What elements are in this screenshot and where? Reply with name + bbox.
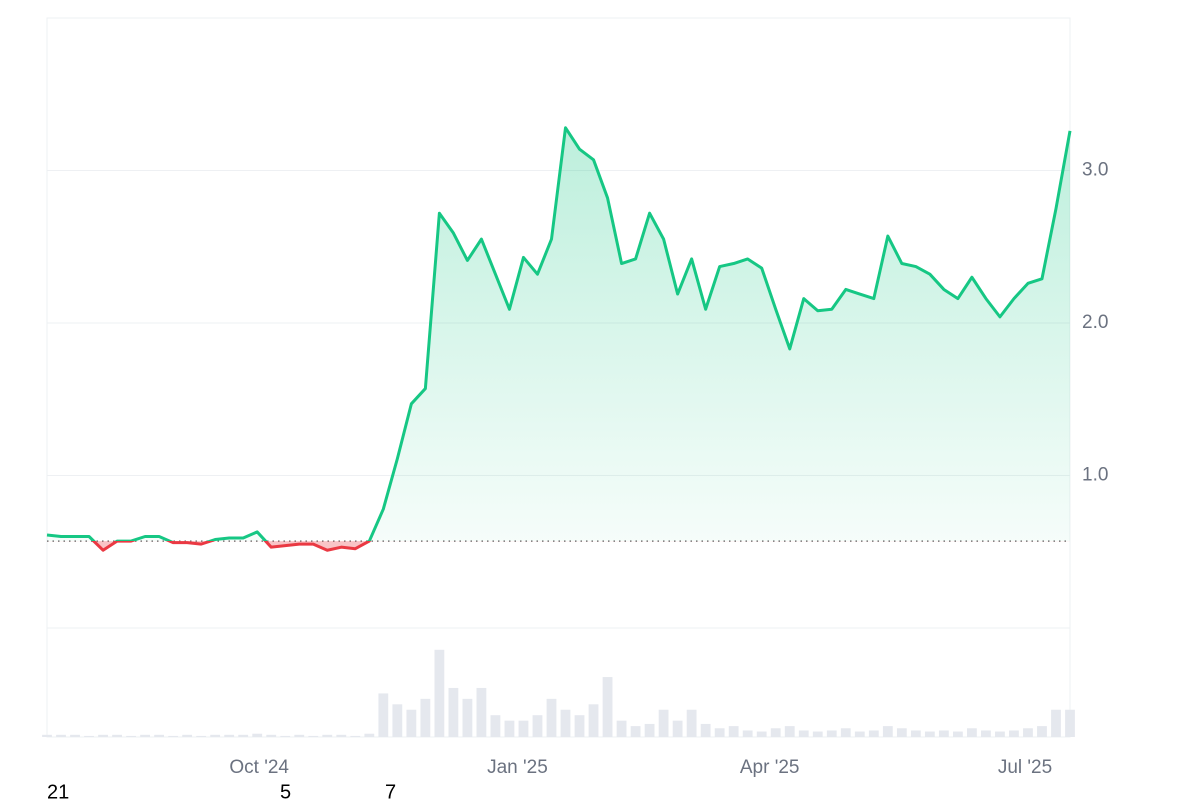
volume-bar <box>154 734 165 737</box>
volume-bar <box>1065 709 1075 737</box>
volume-bar <box>854 731 865 737</box>
footer-label: 5 <box>280 781 291 800</box>
x-tick-label: Jul '25 <box>998 757 1052 778</box>
volume-bar <box>378 693 389 737</box>
volume-bar <box>42 734 52 737</box>
volume-bar <box>756 731 767 737</box>
volume-bar <box>910 730 921 737</box>
volume-bar <box>644 723 655 737</box>
volume-bar <box>784 726 795 737</box>
volume-bar <box>1023 728 1033 737</box>
volume-bar <box>686 709 697 737</box>
volume-bar <box>168 735 179 737</box>
volume-bar <box>995 731 1005 737</box>
volume-bar <box>1009 730 1019 737</box>
volume-bar <box>448 687 459 737</box>
volume-bar <box>602 677 613 737</box>
volume-bar <box>798 730 809 737</box>
volume-bar <box>938 730 949 737</box>
volume-bar <box>490 715 501 737</box>
volume-bar <box>112 734 122 737</box>
volume-bar <box>56 734 66 737</box>
volume-bar <box>224 734 235 737</box>
volume-bar <box>882 726 893 737</box>
volume-bar <box>532 715 543 737</box>
volume-bar <box>981 730 991 737</box>
volume-bar <box>1051 709 1061 737</box>
footer-label: 21 <box>47 781 69 800</box>
volume-bar <box>462 698 473 737</box>
volume-bar <box>840 728 851 737</box>
volume-bar <box>392 704 403 737</box>
volume-bar <box>182 734 193 737</box>
volume-bar <box>252 733 263 737</box>
volume-bar <box>350 735 361 737</box>
volume-bar <box>924 731 935 737</box>
volume-bar <box>70 734 80 737</box>
volume-bar <box>714 728 725 737</box>
volume-bar <box>364 733 375 737</box>
volume-bar <box>672 720 683 737</box>
volume-bar <box>266 734 277 737</box>
volume-bar <box>196 735 207 737</box>
volume-bar <box>546 698 557 737</box>
price-line <box>46 126 1072 552</box>
volume-bar <box>84 735 94 737</box>
price-area <box>47 127 1070 551</box>
volume-bar <box>560 709 571 737</box>
x-tick-label: Oct '24 <box>229 757 289 778</box>
volume-bar <box>896 728 907 737</box>
volume-bar <box>476 687 487 737</box>
volume-bar <box>812 731 823 737</box>
x-tick-label: Jan '25 <box>487 757 548 778</box>
volume-bar <box>98 734 108 737</box>
volume-bar <box>574 715 585 737</box>
volume-bar <box>336 734 347 737</box>
volume-bar <box>966 728 977 737</box>
volume-bar <box>406 709 417 737</box>
volume-bar <box>504 720 515 737</box>
volume-bar <box>140 734 151 737</box>
volume-bar <box>518 720 529 737</box>
volume-bar <box>280 735 291 737</box>
volume-bar <box>826 730 837 737</box>
volume-bar <box>1037 726 1047 737</box>
volume-bar <box>238 734 249 737</box>
volume-bar <box>322 734 333 737</box>
volume-bar <box>770 728 781 737</box>
y-tick-label: 1.0 <box>1082 465 1108 486</box>
volume-bar <box>434 649 445 737</box>
volume-bar <box>420 698 431 737</box>
footer-label: 7 <box>385 781 396 800</box>
volume-bar <box>210 734 221 737</box>
volume-bar <box>294 734 305 737</box>
volume-bar <box>742 730 753 737</box>
y-tick-label: 2.0 <box>1082 312 1108 333</box>
volume-bar <box>658 709 669 737</box>
volume-bar <box>728 726 739 737</box>
volume-bar <box>868 730 879 737</box>
volume-bar <box>952 731 963 737</box>
volume-bar <box>630 726 641 737</box>
x-tick-label: Apr '25 <box>740 757 800 778</box>
volume-bar <box>616 720 627 737</box>
y-tick-label: 3.0 <box>1082 160 1108 181</box>
volume-bar <box>126 735 136 737</box>
volume-bar <box>588 704 599 737</box>
volume-bar <box>700 723 711 737</box>
volume-bar <box>308 735 319 737</box>
